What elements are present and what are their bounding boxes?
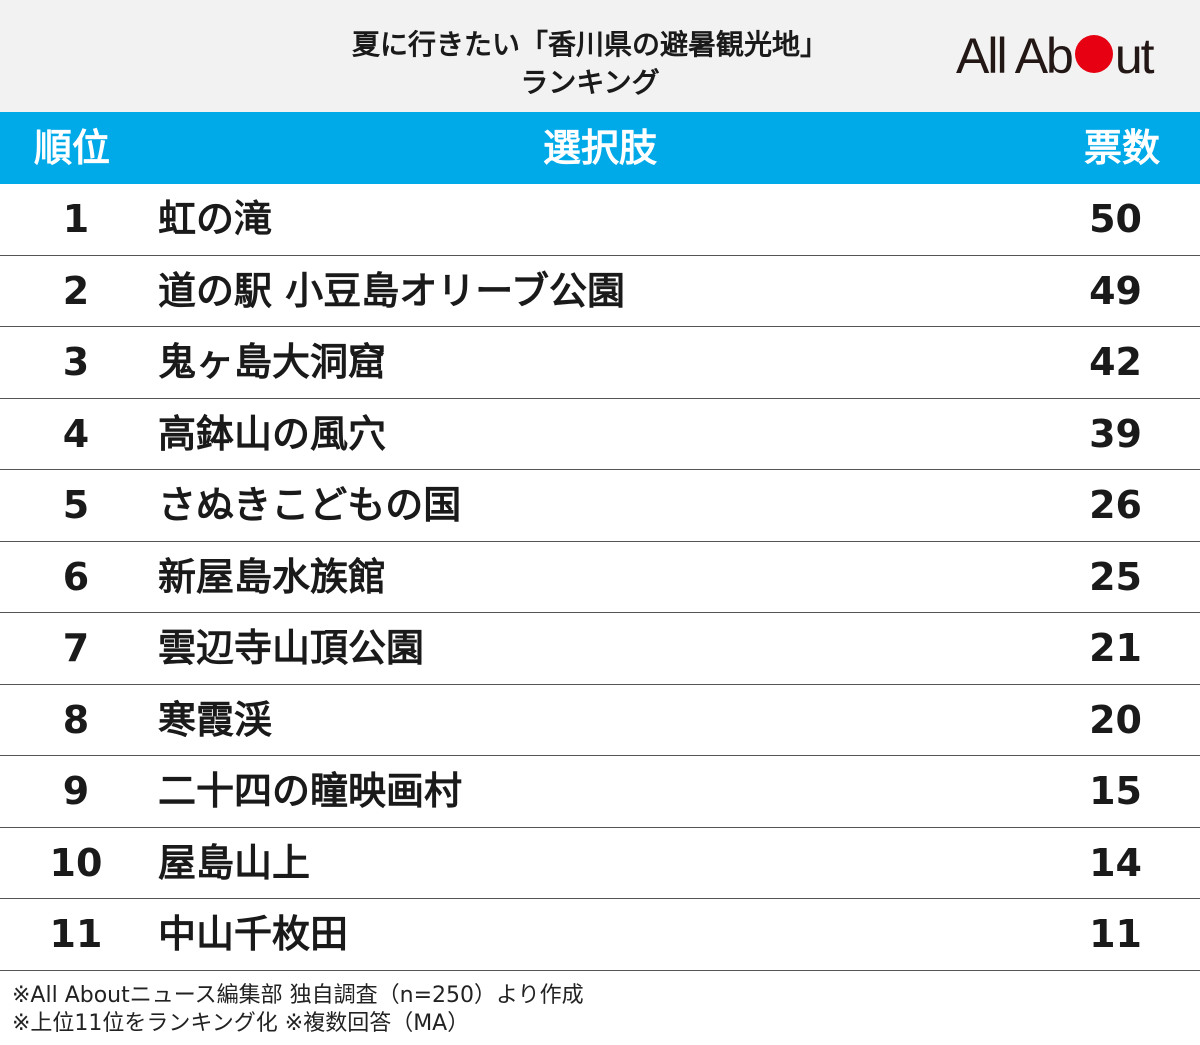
table-row: 11 中山千枚田 11: [0, 899, 1200, 971]
table-row: 2 道の駅 小豆島オリーブ公園 49: [0, 256, 1200, 327]
choice-cell: 中山千枚田: [158, 912, 349, 956]
all-about-logo: All Ab ut: [956, 28, 1155, 84]
votes-cell: 11: [1089, 912, 1142, 956]
column-header-rank: 順位: [34, 126, 111, 170]
logo-red-dot-icon: [1074, 35, 1113, 73]
rank-cell: 1: [62, 197, 90, 241]
votes-cell: 25: [1089, 554, 1142, 599]
choice-cell: 雲辺寺山頂公園: [158, 626, 425, 670]
choice-cell: 寒霞渓: [158, 697, 273, 742]
votes-cell: 15: [1089, 769, 1142, 813]
votes-cell: 49: [1089, 268, 1142, 313]
rank-cell: 4: [62, 411, 90, 456]
votes-cell: 39: [1089, 411, 1142, 456]
rank-cell: 6: [62, 554, 90, 599]
votes-cell: 14: [1089, 840, 1142, 885]
choice-cell: 屋島山上: [158, 840, 311, 885]
table-row: 6 新屋島水族館 25: [0, 542, 1200, 613]
votes-cell: 26: [1089, 483, 1142, 527]
table-row: 3 鬼ヶ島大洞窟 42: [0, 327, 1200, 399]
rank-cell: 11: [49, 912, 103, 956]
footnote-source: ※All Aboutニュース編集部 独自調査（n=250）より作成: [12, 983, 584, 1008]
choice-cell: 高鉢山の風穴: [158, 411, 387, 456]
column-header-choice: 選択肢: [542, 126, 657, 170]
choice-cell: 新屋島水族館: [158, 554, 387, 599]
ranking-table-body: 1 虹の滝 50 2 道の駅 小豆島オリーブ公園 49 3 鬼ヶ島大洞窟 4 2 …: [0, 184, 1200, 971]
title-header: 夏に行きたい「香川県の避暑観光地」 ランキング All Ab ut: [0, 0, 1200, 112]
rank-cell: 3: [62, 340, 90, 384]
votes-cell: 42: [1089, 340, 1142, 384]
table-row: 9 二十四の瞳映画村 15: [0, 756, 1200, 828]
rank-cell: 2: [62, 268, 90, 313]
table-row: 5 さぬきこどもの国 26: [0, 470, 1200, 542]
logo-text-end: ut: [1114, 28, 1155, 84]
rank-cell: 8: [62, 697, 90, 742]
footnotes: ※All Aboutニュース編集部 独自調査（n=250）より作成 ※上位11位…: [12, 982, 584, 1038]
rank-cell: 7: [62, 626, 90, 670]
choice-cell: 二十四の瞳映画村: [158, 769, 463, 813]
choice-cell: 鬼ヶ島大洞窟: [158, 340, 387, 384]
rank-cell: 10: [49, 840, 103, 885]
rank-cell: 9: [62, 769, 90, 813]
table-row: 10 屋島山上 14: [0, 828, 1200, 899]
page-title-line2: ランキング: [520, 66, 660, 99]
choice-cell: さぬきこどもの国: [158, 483, 462, 527]
column-header-votes: 票数: [1084, 126, 1161, 170]
page-title-line1: 夏に行きたい「香川県の避暑観光地」: [351, 28, 828, 61]
table-row: 7 雲辺寺山頂公園 21: [0, 613, 1200, 685]
table-row: 4 高鉢山の風穴 39: [0, 399, 1200, 470]
footnote-method: ※上位11位をランキング化 ※複数回答（MA）: [12, 1011, 470, 1036]
page-title: 夏に行きたい「香川県の避暑観光地」 ランキング: [260, 26, 920, 102]
votes-cell: 20: [1089, 697, 1142, 742]
votes-cell: 21: [1089, 626, 1142, 670]
choice-cell: 道の駅 小豆島オリーブ公園: [158, 268, 625, 313]
table-header: 選択肢 順位 票数: [0, 112, 1200, 184]
logo-text-start: All Ab: [956, 28, 1074, 84]
table-row: 8 寒霞渓 20: [0, 685, 1200, 756]
votes-cell: 50: [1089, 197, 1142, 241]
choice-cell: 虹の滝: [158, 197, 273, 241]
table-row: 1 虹の滝 50: [0, 184, 1200, 256]
rank-cell: 5: [62, 483, 90, 527]
